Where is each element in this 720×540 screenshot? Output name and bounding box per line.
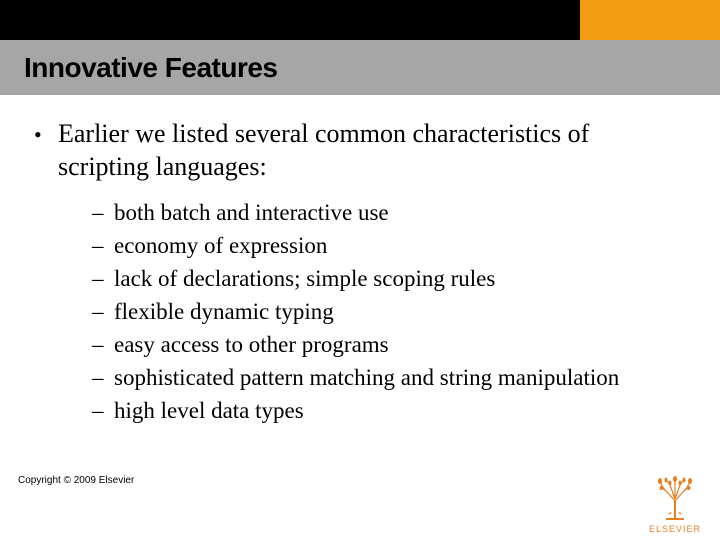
- logo-label: ELSEVIER: [640, 524, 710, 534]
- tree-icon: [651, 474, 699, 522]
- sub-item-text: lack of declarations; simple scoping rul…: [114, 263, 495, 294]
- sub-item-text: easy access to other programs: [114, 329, 389, 360]
- list-item: – sophisticated pattern matching and str…: [92, 362, 686, 393]
- dash-icon: –: [92, 197, 114, 228]
- list-item: – flexible dynamic typing: [92, 296, 686, 327]
- dash-icon: –: [92, 362, 114, 393]
- main-bullet: • Earlier we listed several common chara…: [34, 118, 686, 183]
- main-bullet-text: Earlier we listed several common charact…: [58, 118, 686, 183]
- dash-icon: –: [92, 296, 114, 327]
- sub-item-text: economy of expression: [114, 230, 327, 261]
- list-item: – easy access to other programs: [92, 329, 686, 360]
- list-item: – lack of declarations; simple scoping r…: [92, 263, 686, 294]
- copyright-text: Copyright © 2009 Elsevier: [18, 475, 134, 486]
- sub-list: – both batch and interactive use – econo…: [92, 197, 686, 426]
- sub-item-text: high level data types: [114, 395, 304, 426]
- header-orange-block: [580, 0, 720, 40]
- slide-title: Innovative Features: [24, 52, 277, 84]
- publisher-logo: ELSEVIER: [640, 474, 710, 534]
- dash-icon: –: [92, 263, 114, 294]
- list-item: – high level data types: [92, 395, 686, 426]
- sub-item-text: sophisticated pattern matching and strin…: [114, 362, 619, 393]
- dash-icon: –: [92, 329, 114, 360]
- dash-icon: –: [92, 230, 114, 261]
- sub-item-text: flexible dynamic typing: [114, 296, 334, 327]
- list-item: – economy of expression: [92, 230, 686, 261]
- list-item: – both batch and interactive use: [92, 197, 686, 228]
- dash-icon: –: [92, 395, 114, 426]
- bullet-dot-icon: •: [34, 118, 58, 149]
- slide-content: • Earlier we listed several common chara…: [34, 118, 686, 428]
- sub-item-text: both batch and interactive use: [114, 197, 389, 228]
- title-bar: Innovative Features: [0, 40, 720, 95]
